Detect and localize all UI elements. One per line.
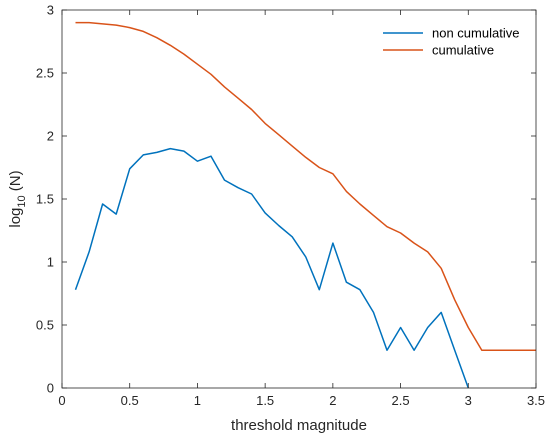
y-axis-label-rest: (N) — [7, 170, 24, 195]
x-tick-label: 1 — [194, 393, 201, 408]
y-axis-label: log10 (N) — [7, 170, 28, 227]
y-axis-label-main: log — [7, 208, 24, 228]
legend: non cumulative cumulative — [364, 17, 531, 65]
legend-label-cumulative: cumulative — [432, 43, 494, 58]
y-tick-label: 1 — [47, 255, 54, 270]
x-tick-label: 2.5 — [392, 393, 410, 408]
y-tick-label: 2.5 — [36, 66, 54, 81]
x-tick-label: 0 — [58, 393, 65, 408]
legend-label-non-cumulative: non cumulative — [432, 26, 519, 41]
series-line-cumulative — [75, 21, 536, 351]
tick-layer: 0 0.5 1 1.5 2 2.5 3 3.5 0 0.5 1 1.5 2 2.5 3 — [36, 3, 545, 409]
y-axis-label-subscript: 10 — [16, 195, 28, 207]
legend-box — [364, 17, 531, 65]
series-layer — [74, 21, 536, 389]
x-tick-label: 1.5 — [256, 393, 274, 408]
x-tick-label: 3.5 — [527, 393, 545, 408]
y-tick-label: 0.5 — [36, 318, 54, 333]
y-tick-label: 0 — [47, 381, 54, 396]
plot-area — [62, 10, 536, 388]
x-tick-label: 3 — [465, 393, 472, 408]
y-tick-label: 1.5 — [36, 192, 54, 207]
series-line-non-cumulative — [74, 147, 470, 389]
y-tick-label: 3 — [47, 3, 54, 18]
x-axis-label: threshold magnitude — [231, 417, 367, 434]
x-tick-label: 0.5 — [121, 393, 139, 408]
x-tick-label: 2 — [329, 393, 336, 408]
y-tick-label: 2 — [47, 129, 54, 144]
